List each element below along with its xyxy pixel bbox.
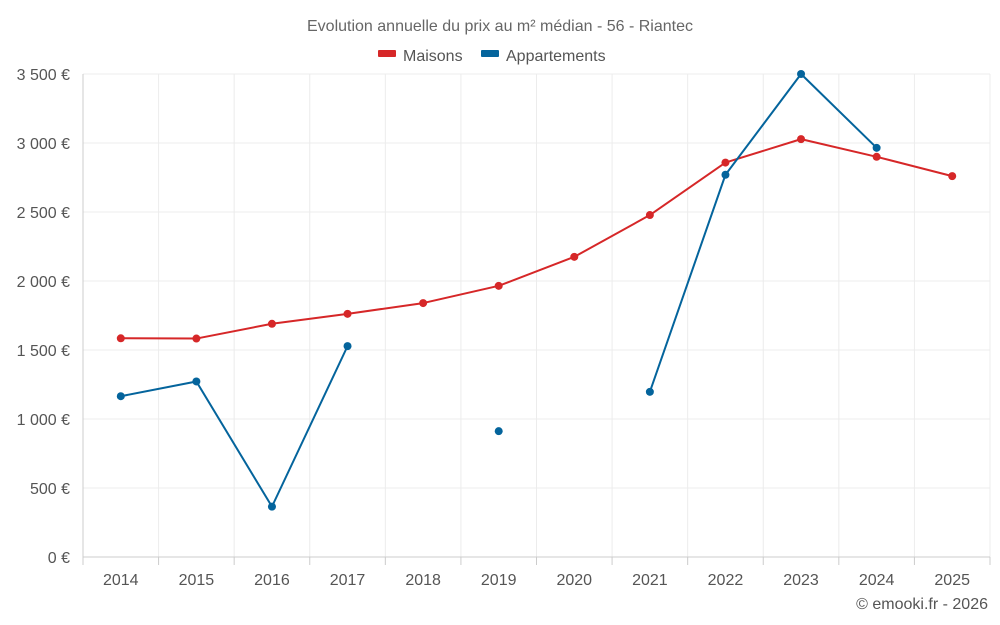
x-tick-label: 2021	[632, 572, 668, 589]
data-point-appartements[interactable]	[343, 342, 352, 351]
y-tick-label: 3 000 €	[17, 136, 70, 153]
x-tick-label: 2015	[179, 572, 215, 589]
x-tick-label: 2022	[708, 572, 744, 589]
x-tick-label: 2018	[405, 572, 441, 589]
series	[116, 70, 957, 511]
x-tick-label: 2024	[859, 572, 895, 589]
series-line-appartements	[120, 345, 349, 508]
data-point-appartements[interactable]	[192, 377, 201, 386]
legend-swatch-appartements	[481, 50, 499, 57]
legend-swatch-maisons	[378, 50, 396, 57]
y-tick-label: 2 000 €	[17, 274, 70, 291]
x-tick-label: 2016	[254, 572, 290, 589]
credit: © emooki.fr - 2026	[856, 596, 988, 613]
grid	[82, 73, 991, 557]
data-point-maisons[interactable]	[948, 172, 957, 181]
data-point-maisons[interactable]	[797, 135, 806, 144]
legend-label-appartements: Appartements	[506, 48, 606, 65]
x-tick-label: 2017	[330, 572, 366, 589]
data-point-maisons[interactable]	[645, 211, 654, 220]
data-point-appartements[interactable]	[797, 70, 806, 78]
series-maisons	[116, 135, 957, 343]
data-point-maisons[interactable]	[494, 281, 503, 290]
x-tick-label: 2020	[556, 572, 592, 589]
y-tick-label: 1 500 €	[17, 343, 70, 360]
legend-item-appartements[interactable]: Appartements	[481, 48, 606, 65]
data-point-appartements[interactable]	[872, 143, 881, 152]
data-point-appartements[interactable]	[267, 502, 276, 511]
series-line-maisons	[120, 138, 953, 340]
y-tick-label: 3 500 €	[17, 67, 70, 84]
data-point-appartements[interactable]	[116, 392, 125, 401]
data-point-maisons[interactable]	[419, 299, 428, 308]
x-tick-label: 2023	[783, 572, 819, 589]
data-point-maisons[interactable]	[192, 334, 201, 343]
legend-label-maisons: Maisons	[403, 48, 463, 65]
data-point-maisons[interactable]	[872, 152, 881, 161]
data-point-maisons[interactable]	[267, 319, 276, 328]
data-point-maisons[interactable]	[721, 158, 730, 167]
data-point-maisons[interactable]	[343, 309, 352, 318]
data-point-maisons[interactable]	[570, 252, 579, 261]
axes: 0 € 500 € 1 000 € 1 500 € 2 000 € 2 500 € 3 00…	[17, 67, 991, 589]
series-line-appartements	[648, 73, 878, 393]
y-tick-label: 500 €	[30, 481, 70, 498]
series-appartements	[116, 70, 881, 511]
data-point-appartements[interactable]	[494, 427, 503, 436]
chart-title: Evolution annuelle du prix au m² médian …	[307, 18, 693, 35]
y-tick-label: 1 000 €	[17, 412, 70, 429]
y-tick-label: 0 €	[48, 550, 70, 567]
x-tick-label: 2014	[103, 572, 139, 589]
data-point-appartements[interactable]	[721, 170, 730, 179]
y-tick-label: 2 500 €	[17, 205, 70, 222]
x-tick-label: 2019	[481, 572, 517, 589]
x-tick-label: 2025	[934, 572, 970, 589]
legend-item-maisons[interactable]: Maisons	[378, 48, 463, 65]
data-point-appartements[interactable]	[645, 387, 654, 396]
data-point-maisons[interactable]	[116, 334, 125, 343]
legend: Maisons Appartements	[378, 48, 606, 65]
